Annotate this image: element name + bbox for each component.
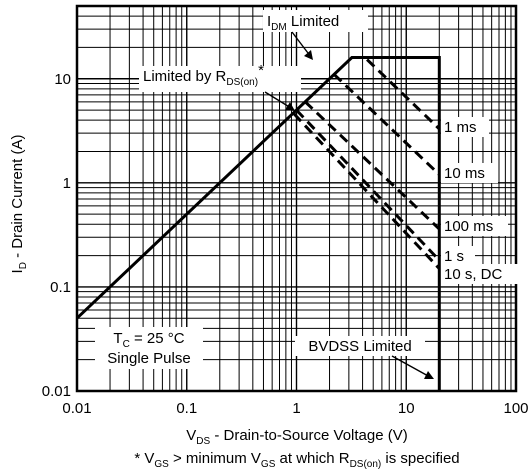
curve-label-10ms: 10 ms (444, 165, 485, 182)
curve-label-10s-dc: 10 s, DC (444, 266, 503, 283)
footnote: * VGS > minimum VGS at which RDS(on) is … (134, 450, 459, 470)
curve-label-1s: 1 s (444, 248, 464, 265)
x-tick-label: 0.01 (62, 400, 91, 417)
rds-arrow (264, 91, 292, 109)
bvdss-arrowhead (424, 371, 434, 379)
tc-label: TC = 25 °C (113, 330, 184, 350)
y-tick-label: 0.01 (42, 383, 71, 400)
x-tick-label: 1 (292, 400, 300, 417)
x-axis-label: VDS - Drain-to-Source Voltage (V) (186, 427, 408, 447)
x-tick-label: 0.1 (176, 400, 197, 417)
bvdss-limited-label: BVDSS Limited (308, 338, 411, 355)
y-tick-label: 10 (54, 71, 71, 88)
y-tick-label: 1 (63, 175, 71, 192)
dashed-limit-line (304, 100, 441, 231)
x-tick-label: 10 (398, 400, 415, 417)
y-tick-label: 0.1 (50, 279, 71, 296)
dashed-limit-line (295, 109, 441, 262)
soa-boundary-line (75, 56, 441, 391)
curve-label-bg-100ms (441, 216, 508, 236)
bvdss-arrow (391, 355, 431, 378)
curve-label-1ms: 1 ms (444, 119, 477, 136)
x-tick-label: 100 (503, 400, 528, 417)
chart-series-group (75, 56, 441, 391)
y-axis-label: ID - Drain Current (A) (9, 135, 29, 274)
dashed-limit-line (333, 73, 441, 176)
rds-arrowhead (285, 102, 295, 111)
idm-label-bg (263, 10, 368, 32)
plot-frame (75, 4, 518, 393)
dashed-limit-line (351, 56, 441, 130)
tick-labels: 0.01 0.1 1 10 100 0.01 0.1 1 10 (42, 71, 529, 417)
bvdss-label-bg (295, 336, 425, 356)
dashed-limit-line (293, 112, 441, 270)
rds-limited-label: Limited by RDS(on)* (143, 62, 264, 88)
curve-label-bg-10s (441, 264, 521, 284)
curve-label-100ms: 100 ms (444, 218, 493, 235)
idm-arrowhead (304, 50, 313, 60)
tc-label-bg (95, 327, 203, 369)
rds-label-bg (139, 66, 301, 92)
curve-label-bg-1ms (441, 117, 489, 137)
curve-label-bg-1s (441, 246, 475, 266)
curve-label-bg-10ms (441, 163, 498, 183)
single-pulse-label: Single Pulse (107, 350, 190, 367)
idm-limited-label: IDM Limited (267, 13, 339, 33)
